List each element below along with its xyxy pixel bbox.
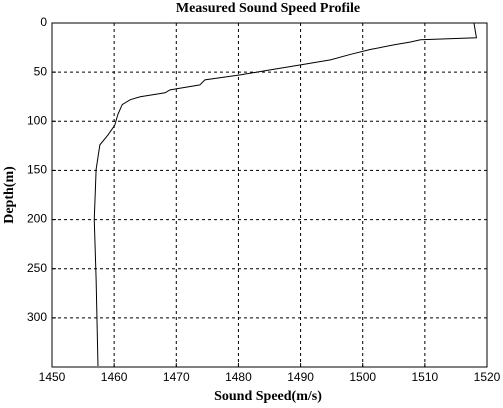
- y-tick-label: 0: [40, 15, 47, 29]
- y-tick-label: 100: [27, 113, 47, 127]
- x-axis-label: Sound Speed(m/s): [214, 389, 322, 404]
- x-tick-label: 1460: [101, 370, 128, 384]
- y-tick-label: 50: [34, 64, 48, 78]
- y-tick-label: 150: [27, 163, 47, 177]
- plot-frame: [51, 22, 488, 368]
- profile-line: [93, 22, 478, 367]
- y-axis-label: Depth(m): [2, 166, 17, 224]
- y-tick-label: 200: [27, 212, 47, 226]
- x-tick-label: 1450: [39, 370, 66, 384]
- y-tick-label: 300: [27, 310, 47, 324]
- x-tick-label: 1480: [225, 370, 252, 384]
- x-tick-label: 1500: [349, 370, 376, 384]
- x-tick-label: 1470: [163, 370, 190, 384]
- y-tick-label: 250: [27, 261, 47, 275]
- x-tick-label: 1520: [474, 370, 501, 384]
- x-tick-label: 1510: [412, 370, 439, 384]
- chart-title: Measured Sound Speed Profile: [176, 1, 360, 16]
- x-tick-label: 1490: [287, 370, 314, 384]
